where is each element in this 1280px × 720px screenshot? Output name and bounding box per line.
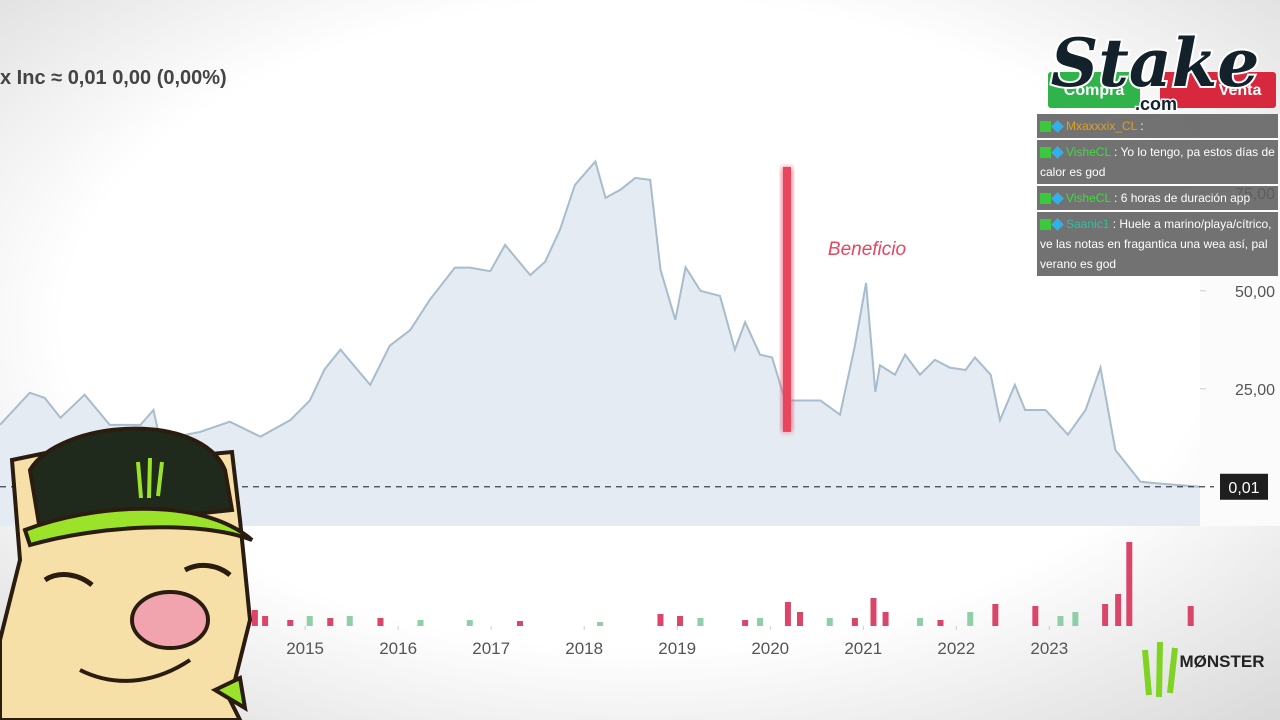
badge-icon xyxy=(1051,192,1064,206)
chat-user[interactable]: Mxaxxxix_CL xyxy=(1066,119,1137,133)
change: 0,00 xyxy=(112,67,151,89)
volume-bar xyxy=(882,612,889,626)
badge-icon xyxy=(1051,218,1064,232)
badge xyxy=(1040,121,1051,133)
chat-text: : Yo lo tengo, pa estos días de calor es… xyxy=(1040,145,1275,179)
volume-bar xyxy=(967,612,974,626)
x-tick-label: 2016 xyxy=(379,639,417,658)
volume-bar xyxy=(1115,594,1122,626)
volume-bar xyxy=(870,598,877,626)
monster-text: MØNSTER xyxy=(1180,652,1265,671)
volume-bar xyxy=(1032,606,1039,626)
cat-mascot xyxy=(0,426,254,720)
stake-domain: .com xyxy=(1135,94,1177,114)
chat-message: Mxaxxxix_CL : xyxy=(1037,114,1278,138)
volume-bar xyxy=(851,618,858,626)
chat-message: Saanic1 : Huele a marino/playa/cítrico, … xyxy=(1037,212,1278,276)
volume-bar xyxy=(917,618,923,626)
ticker: x Inc xyxy=(0,67,46,89)
volume-bar xyxy=(466,620,473,626)
volume-bar xyxy=(1102,604,1109,626)
badge xyxy=(1040,219,1051,231)
x-tick-label: 2023 xyxy=(1030,639,1068,658)
volume-bar xyxy=(937,620,944,626)
annotation-label: Beneficio xyxy=(828,239,906,260)
chat-user[interactable]: VisheCL xyxy=(1066,191,1111,205)
chat-message: VisheCL : 6 horas de duración app xyxy=(1037,186,1278,210)
x-tick-label: 2018 xyxy=(565,639,603,658)
header: x Inc ≈ 0,01 0,00 (0,00%) xyxy=(0,67,227,89)
badge xyxy=(1040,193,1051,205)
x-tick-label: 2020 xyxy=(751,639,789,658)
chat-user[interactable]: Saanic1 xyxy=(1066,217,1110,231)
pct: (0,00%) xyxy=(157,67,227,89)
stake-logo: Stake xyxy=(1051,24,1260,102)
x-tick-label: 2017 xyxy=(472,639,510,658)
volume-bar xyxy=(657,614,664,626)
badge-icon xyxy=(1051,120,1064,134)
volume-bar xyxy=(287,620,294,626)
current-price-label: 0,01 xyxy=(1228,480,1259,497)
buy-button[interactable] xyxy=(1048,72,1140,108)
chat-text: : 6 horas de duración app xyxy=(1110,191,1251,205)
price-line xyxy=(0,159,1201,488)
volume-bar xyxy=(517,621,523,626)
sell-button[interactable] xyxy=(1160,72,1276,108)
chat-message: VisheCL : Yo lo tengo, pa estos días de … xyxy=(1037,140,1278,184)
volume-bar xyxy=(757,618,763,626)
volume-bar xyxy=(597,622,603,626)
chat-user[interactable]: VisheCL xyxy=(1066,145,1111,159)
badge-icon xyxy=(1051,146,1064,160)
volume-bar xyxy=(377,618,384,626)
x-tick-label: 2019 xyxy=(658,639,696,658)
volume-bar xyxy=(697,618,704,626)
monster-logo xyxy=(1142,641,1178,698)
x-tick-label: 2022 xyxy=(937,639,975,658)
volume-bar xyxy=(1072,612,1079,626)
volume-bar xyxy=(327,618,334,626)
volume-bar xyxy=(797,612,803,626)
volume-bar xyxy=(1126,542,1133,626)
volume-bar xyxy=(742,620,749,626)
annotation-bar xyxy=(782,166,791,432)
volume-bar xyxy=(1187,606,1194,626)
chat-box: Mxaxxxix_CL : VisheCL : Yo lo tengo, pa e… xyxy=(1037,114,1278,278)
x-tick-label: 2015 xyxy=(286,639,324,658)
volume-bar xyxy=(346,616,353,626)
badge xyxy=(1040,147,1051,159)
volume-bar xyxy=(784,602,791,626)
volume-bar xyxy=(992,604,999,626)
volume-bar xyxy=(262,616,269,626)
volume-bar xyxy=(417,620,424,626)
sep: ≈ xyxy=(51,67,62,89)
volume-bar xyxy=(251,610,258,626)
volume-bar xyxy=(677,616,683,626)
price: 0,01 xyxy=(68,67,107,89)
current-price-box xyxy=(1220,473,1268,500)
volume-bar xyxy=(1057,616,1064,626)
y-tick-label: 25,00 xyxy=(1235,382,1275,399)
chat-text: : Huele a marino/playa/cítrico, ve las n… xyxy=(1040,217,1272,271)
overlay: Compra Venta Stake .com MØNSTER xyxy=(0,22,1276,720)
chat-text: : xyxy=(1136,119,1144,133)
sell-label[interactable]: Venta xyxy=(1219,82,1262,99)
volume-bar xyxy=(826,618,833,626)
price-area xyxy=(0,161,1200,526)
volume-bar xyxy=(306,616,313,626)
buy-label[interactable]: Compra xyxy=(1064,82,1125,99)
x-tick-label: 2021 xyxy=(844,639,882,658)
y-tick-label: 50,00 xyxy=(1235,284,1275,301)
